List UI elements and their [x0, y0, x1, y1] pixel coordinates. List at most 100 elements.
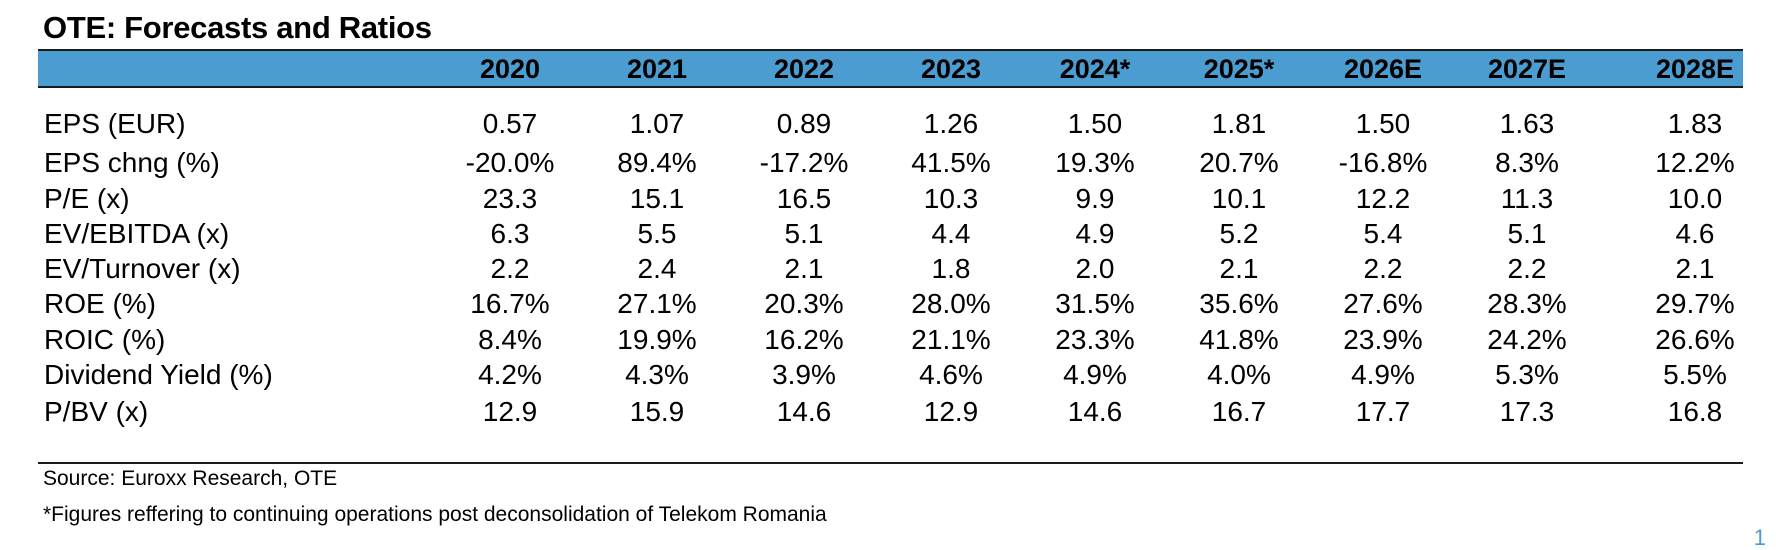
table-cell: 4.6%	[919, 359, 983, 390]
table-cell: 5.1	[784, 218, 824, 249]
table-cell: 21.1%	[911, 324, 991, 355]
column-header: 2025*	[1203, 54, 1275, 84]
row-label: EPS (EUR)	[44, 108, 186, 139]
row-label: EV/Turnover (x)	[44, 253, 241, 284]
table-cell: 10.3	[923, 183, 979, 214]
table-cell: 4.9	[1075, 218, 1115, 249]
table-cell: 28.3%	[1487, 288, 1567, 319]
row-label: EPS chng (%)	[44, 147, 220, 178]
table-cell: 10.0	[1667, 183, 1723, 214]
row-label: P/BV (x)	[44, 396, 149, 427]
table-cell: 5.1	[1507, 218, 1547, 249]
page-title: OTE: Forecasts and Ratios	[43, 10, 432, 45]
table-row: P/E (x) 23.3 15.1 16.5 10.3 9.9 10.1 12.2 11.3 10…	[38, 179, 1743, 219]
column-header: 2020	[479, 54, 541, 84]
table-cell: 2.2	[1507, 253, 1547, 284]
table-cell: 29.7%	[1655, 288, 1735, 319]
table-cell: 16.8	[1667, 396, 1723, 427]
table-cell: 6.3	[490, 218, 530, 249]
table-cell: 1.8	[931, 253, 971, 284]
table-cell: 41.8%	[1199, 324, 1279, 355]
table-cell: 4.3%	[625, 359, 689, 390]
table-cell: 14.6	[1067, 396, 1123, 427]
table-cell: 9.9	[1075, 183, 1115, 214]
table-cell: 10.1	[1211, 183, 1267, 214]
column-header: 2021	[626, 54, 688, 84]
table-row: EV/EBITDA (x) 6.3 5.5 5.1 4.4 4.9 5.2 5.4 5.1 4.6	[38, 214, 1743, 254]
table-cell: 12.9	[923, 396, 979, 427]
table-cell: 16.7	[1211, 396, 1267, 427]
table-cell: 2.1	[784, 253, 824, 284]
column-header: 2027E	[1487, 54, 1567, 84]
table-cell: 12.9	[482, 396, 538, 427]
table-header: 2020 2021 2022 2023 2024* 2025* 2026E 20…	[38, 49, 1743, 88]
table-cell: 24.2%	[1487, 324, 1567, 355]
table-cell: 12.2	[1355, 183, 1411, 214]
table-cell: -20.0%	[465, 147, 555, 178]
table-cell: 15.9	[629, 396, 685, 427]
table-cell: 1.50	[1355, 108, 1411, 139]
table-cell: 19.9%	[617, 324, 697, 355]
table-cell: 17.7	[1355, 396, 1411, 427]
table-cell: 5.5%	[1663, 359, 1727, 390]
table-cell: 4.9%	[1351, 359, 1415, 390]
table-cell: 3.9%	[772, 359, 836, 390]
table-cell: 8.3%	[1495, 147, 1559, 178]
table-cell: 5.2	[1219, 218, 1259, 249]
table-cell: 27.6%	[1343, 288, 1423, 319]
table-cell: 1.63	[1499, 108, 1555, 139]
table-cell: 14.6	[776, 396, 832, 427]
table-cell: 4.0%	[1207, 359, 1271, 390]
source-note: Source: Euroxx Research, OTE	[43, 467, 338, 490]
table-cell: 2.1	[1675, 253, 1715, 284]
table-cell: 11.3	[1500, 183, 1554, 214]
table-cell: 16.7%	[470, 288, 550, 319]
table-cell: 23.3	[482, 183, 538, 214]
table-cell: 28.0%	[911, 288, 991, 319]
column-header: 2023	[920, 54, 982, 84]
table-cell: 4.6	[1675, 218, 1715, 249]
table-cell: 16.5	[776, 183, 832, 214]
table-cell: 35.6%	[1199, 288, 1279, 319]
table-cell: 26.6%	[1655, 324, 1735, 355]
table-cell: 41.5%	[911, 147, 991, 178]
table-cell: 5.3%	[1495, 359, 1559, 390]
table-cell: 15.1	[629, 183, 685, 214]
table-cell: 4.4	[931, 218, 971, 249]
row-label: Dividend Yield (%)	[44, 359, 273, 390]
row-label: EV/EBITDA (x)	[44, 218, 230, 249]
table-cell: 23.3%	[1055, 324, 1135, 355]
table-cell: 17.3	[1499, 396, 1555, 427]
footnote: *Figures reffering to continuing operati…	[43, 503, 827, 526]
table-cell: 1.83	[1667, 108, 1723, 139]
table-row: ROE (%) 16.7% 27.1% 20.3% 28.0% 31.5% 35.6% 27.…	[38, 284, 1743, 324]
row-label: P/E (x)	[44, 183, 130, 214]
table-cell: 20.3%	[764, 288, 844, 319]
column-header: 2028E	[1655, 54, 1735, 84]
column-header: 2022	[773, 54, 835, 84]
table-cell: 0.57	[482, 108, 538, 139]
table-cell: 8.4%	[478, 324, 542, 355]
table-cell: 2.0	[1075, 253, 1115, 284]
table-row: Dividend Yield (%) 4.2% 4.3% 3.9% 4.6% 4.9% 4.…	[38, 355, 1743, 395]
column-header: 2026E	[1343, 54, 1423, 84]
table-cell: 2.2	[1363, 253, 1403, 284]
table-cell: 4.2%	[478, 359, 542, 390]
page-number: 1	[1753, 525, 1766, 550]
table-cell: 31.5%	[1055, 288, 1135, 319]
table-cell: 0.89	[776, 108, 832, 139]
table-cell: 23.9%	[1343, 324, 1423, 355]
table-cell: 19.3%	[1055, 147, 1135, 178]
table-cell: -16.8%	[1338, 147, 1428, 178]
table-row: ROIC (%) 8.4% 19.9% 16.2% 21.1% 23.3% 41.8% 23.…	[38, 320, 1743, 360]
table-cell: 2.1	[1219, 253, 1259, 284]
table-cell: 5.5	[637, 218, 677, 249]
column-header: 2024*	[1059, 54, 1131, 84]
table-cell: 1.07	[629, 108, 685, 139]
table-row: EPS (EUR) 0.57 1.07 0.89 1.26 1.50 1.81 1.50 1.6…	[38, 104, 1743, 144]
table-cell: 89.4%	[617, 147, 697, 178]
table-cell: 12.2%	[1655, 147, 1735, 178]
table-cell: 1.26	[923, 108, 979, 139]
table-cell: 5.4	[1363, 218, 1403, 249]
table-cell: 1.81	[1211, 108, 1267, 139]
